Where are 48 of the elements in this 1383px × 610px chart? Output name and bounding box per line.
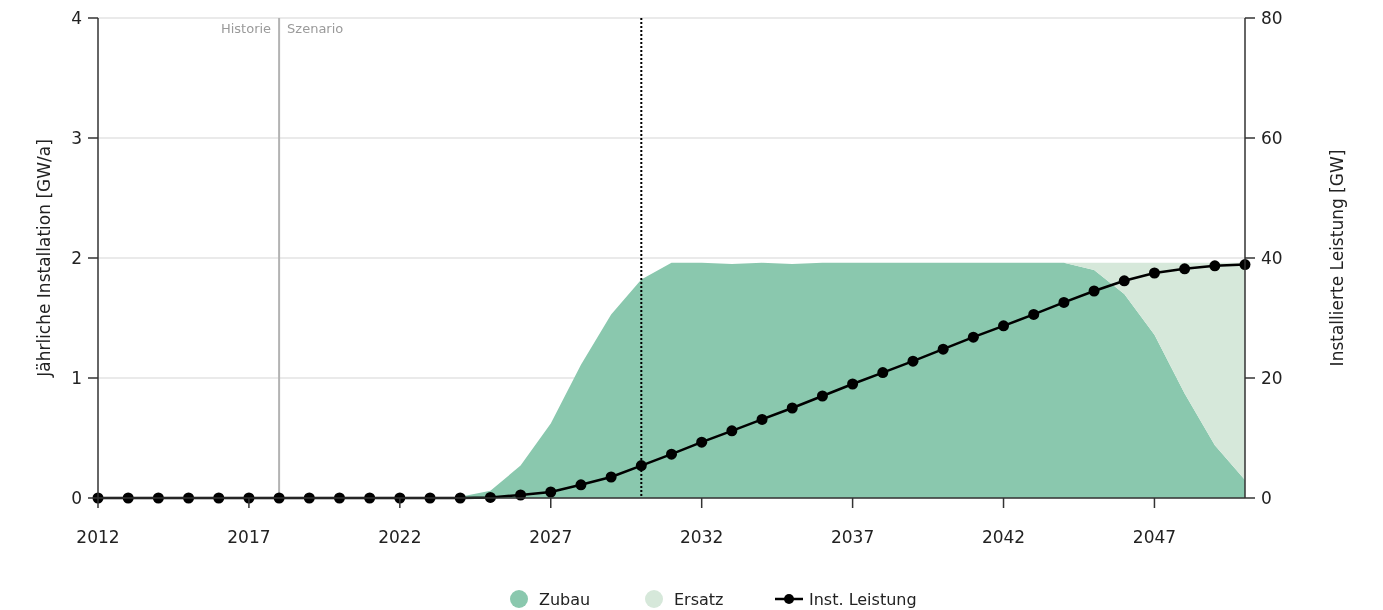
x-tick-label: 2027	[529, 527, 573, 547]
point	[575, 479, 587, 491]
y2-tick-label: 40	[1261, 248, 1283, 268]
point	[756, 413, 768, 425]
point	[1088, 285, 1100, 297]
point	[1179, 263, 1191, 275]
y-axis-title: Jährliche Installation [GW/a]	[34, 139, 54, 378]
point	[726, 425, 738, 437]
point	[1118, 275, 1130, 287]
y2-axis-title: Installierte Leistung [GW]	[1327, 149, 1347, 367]
point	[907, 355, 919, 367]
y2-tick-label: 60	[1261, 128, 1283, 148]
annotation: Szenario	[287, 21, 344, 36]
y2-tick-label: 20	[1261, 368, 1283, 388]
point	[1028, 308, 1040, 320]
point	[1058, 296, 1070, 308]
legend-label: Zubau	[539, 590, 591, 609]
x-tick-label: 2032	[680, 527, 724, 547]
x-tick-label: 2047	[1132, 527, 1177, 547]
legend-label: Ersatz	[674, 590, 724, 609]
point	[635, 460, 647, 472]
point	[937, 343, 949, 355]
x-tick-label: 2042	[981, 527, 1026, 547]
x-tick-label: 2012	[76, 527, 120, 547]
point	[1148, 267, 1160, 279]
point	[786, 402, 798, 414]
point	[967, 331, 979, 343]
point	[545, 486, 557, 498]
x-tick-label: 2022	[378, 527, 422, 547]
point	[816, 390, 828, 402]
legend-label: Inst. Leistung	[809, 590, 917, 609]
annotation: Historie	[220, 21, 272, 36]
y-tick-label: 4	[71, 8, 82, 28]
point	[1209, 260, 1221, 272]
y-tick-label: 3	[71, 128, 82, 148]
y2-tick-label: 0	[1261, 488, 1272, 508]
point	[877, 367, 889, 379]
point	[696, 436, 708, 448]
x-tick-label: 2037	[830, 527, 875, 547]
x-tick-label: 2017	[227, 527, 271, 547]
y-tick-label: 1	[71, 368, 82, 388]
y2-tick-label: 80	[1261, 8, 1283, 28]
point	[998, 320, 1010, 332]
point	[666, 448, 677, 460]
y-tick-label: 2	[71, 248, 82, 268]
point	[605, 471, 617, 483]
y-tick-label: 0	[71, 488, 82, 508]
point	[847, 378, 859, 390]
